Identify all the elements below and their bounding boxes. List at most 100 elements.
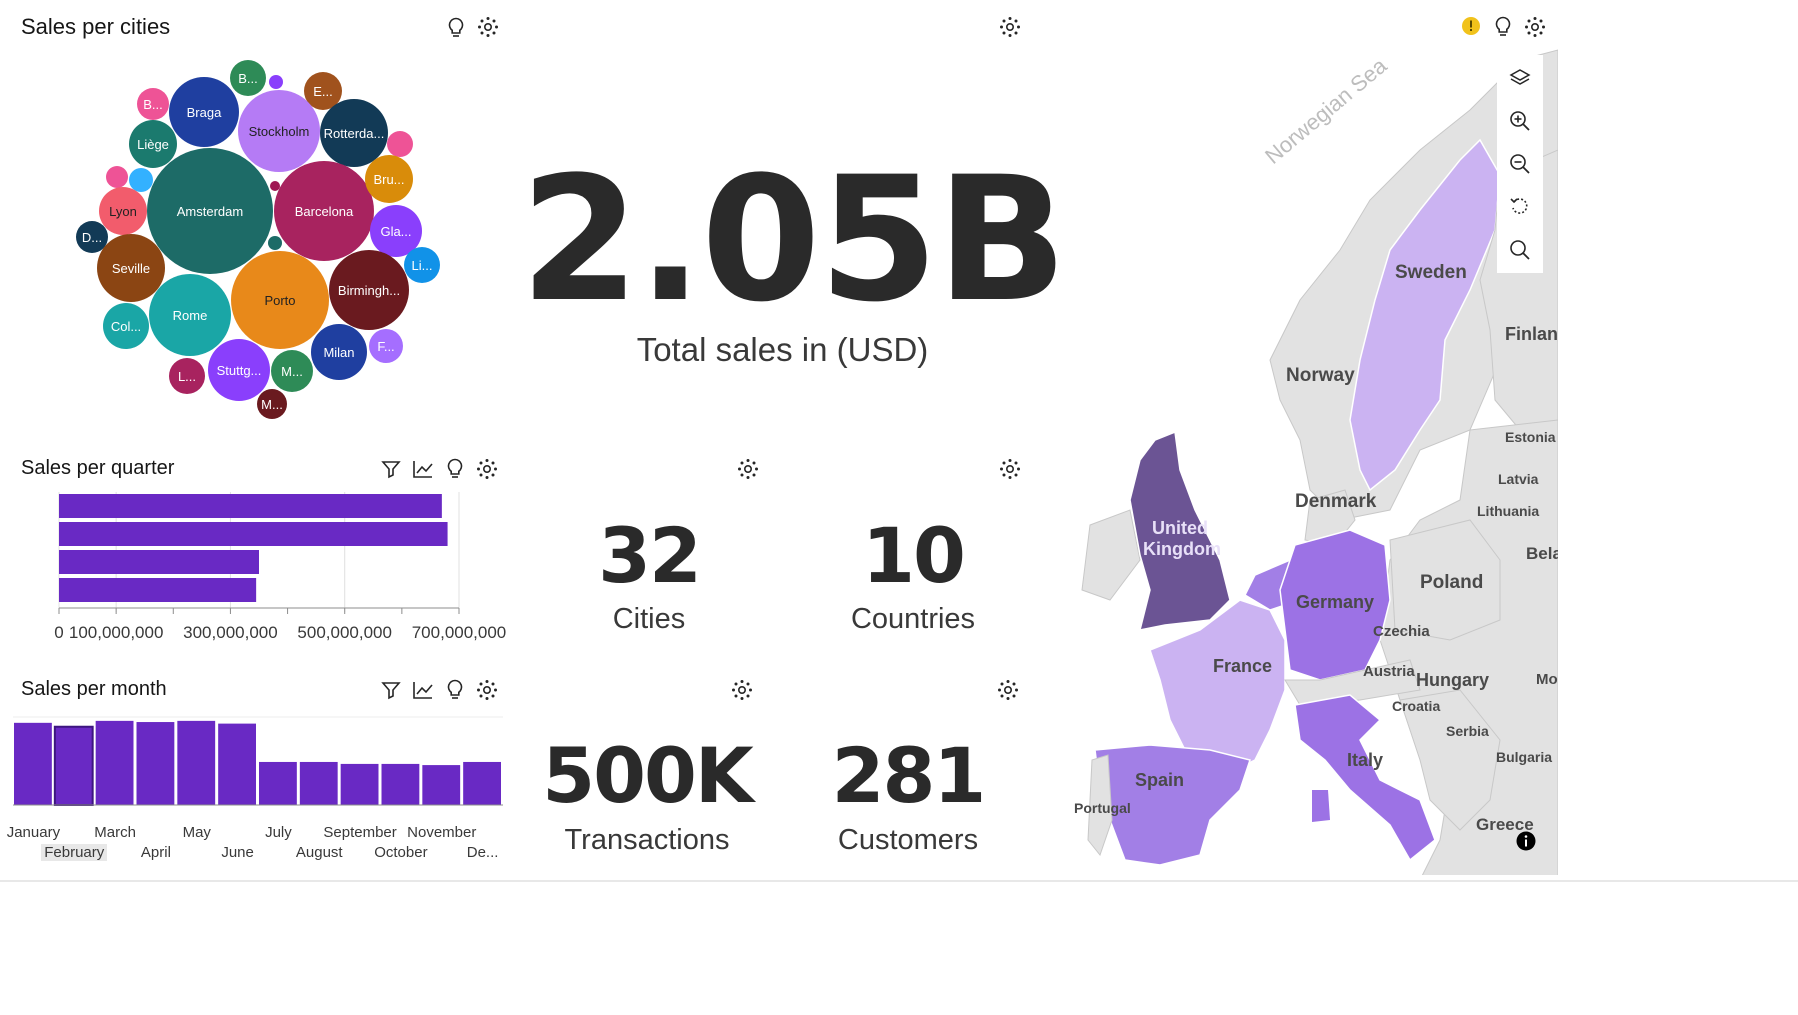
trend-icon[interactable] — [411, 457, 435, 481]
map-label: Hungary — [1416, 670, 1489, 690]
bubble[interactable] — [208, 339, 270, 401]
bubble[interactable] — [99, 187, 147, 235]
bubble[interactable] — [311, 324, 367, 380]
info-icon[interactable] — [1515, 830, 1537, 852]
map-label: Latvia — [1498, 471, 1539, 487]
bubble[interactable] — [103, 303, 149, 349]
bubble[interactable] — [369, 329, 403, 363]
bubble[interactable] — [370, 205, 422, 257]
island-sardinia — [1312, 790, 1330, 822]
search-icon[interactable] — [1497, 227, 1543, 273]
month-bar[interactable] — [53, 725, 94, 807]
bubble[interactable] — [329, 250, 409, 330]
bubble[interactable] — [76, 221, 108, 253]
bubble-chart[interactable]: B... B... Braga E... Liège Stockholm Rot… — [70, 55, 450, 425]
month-bar[interactable] — [463, 761, 501, 805]
zoom-in-icon[interactable] — [1497, 98, 1543, 144]
lightbulb-icon[interactable] — [443, 678, 467, 702]
month-bar[interactable] — [340, 763, 379, 805]
bubble-label: Porto — [264, 293, 295, 308]
country-italy[interactable] — [1294, 694, 1436, 862]
month-bar[interactable] — [422, 765, 461, 805]
bubble[interactable] — [257, 389, 287, 419]
bubble[interactable] — [404, 247, 440, 283]
bubble-label: Li... — [412, 258, 433, 273]
month-tick-label: January — [6, 824, 61, 841]
month-bar[interactable] — [381, 763, 420, 805]
customers-label: Customers — [837, 824, 979, 856]
country-poland[interactable] — [1389, 519, 1501, 641]
bubble[interactable] — [274, 161, 374, 261]
bubble[interactable] — [147, 148, 273, 274]
lightbulb-icon[interactable] — [443, 457, 467, 481]
month-bar[interactable] — [136, 722, 175, 805]
bubble[interactable] — [268, 236, 282, 250]
settings-icon[interactable] — [475, 457, 499, 481]
lightbulb-icon[interactable] — [444, 16, 468, 40]
settings-icon[interactable] — [998, 457, 1022, 481]
bubble[interactable] — [238, 90, 320, 172]
bubble[interactable] — [365, 155, 413, 203]
settings-icon[interactable] — [1523, 15, 1547, 39]
settings-icon[interactable] — [996, 678, 1020, 702]
map-label: Italy — [1347, 750, 1383, 770]
bubble[interactable] — [137, 88, 169, 120]
bubble[interactable] — [129, 168, 153, 192]
trend-icon[interactable] — [411, 678, 435, 702]
quarter-bar[interactable] — [59, 522, 448, 546]
sales-per-quarter-title: Sales per quarter — [21, 457, 175, 479]
country-united-kingdom[interactable] — [1129, 430, 1231, 631]
bubble[interactable] — [269, 75, 283, 89]
month-bar[interactable] — [259, 761, 297, 805]
filter-icon[interactable] — [379, 678, 403, 702]
bubble[interactable] — [270, 181, 280, 191]
sales-per-month-title: Sales per month — [21, 678, 167, 700]
bubble-label: Lyon — [109, 204, 137, 219]
bubble[interactable] — [271, 350, 313, 392]
country-france[interactable] — [1149, 599, 1286, 776]
bubble[interactable] — [304, 72, 342, 110]
month-bar[interactable] — [299, 761, 338, 805]
filter-icon[interactable] — [379, 457, 403, 481]
settings-icon[interactable] — [736, 457, 760, 481]
map-label: Serbia — [1446, 723, 1489, 739]
map-label: Estonia — [1505, 429, 1556, 445]
month-bar[interactable] — [218, 723, 256, 805]
settings-icon[interactable] — [998, 15, 1022, 39]
bubble[interactable] — [97, 234, 165, 302]
bubble[interactable] — [106, 166, 128, 188]
month-bar[interactable] — [95, 720, 134, 805]
month-tick-label: September — [323, 824, 397, 841]
map-label: Mo — [1536, 671, 1558, 688]
europe-map[interactable]: Norwegian Sea Sweden Finland Norway Esto… — [1063, 45, 1558, 875]
bubble[interactable] — [320, 99, 388, 167]
sales-per-cities-title: Sales per cities — [21, 14, 171, 39]
bubble-label: Stuttg... — [217, 363, 262, 378]
settings-icon[interactable] — [475, 678, 499, 702]
bubble[interactable] — [129, 120, 177, 168]
bubble[interactable] — [169, 358, 205, 394]
month-tick-label: De... — [466, 844, 499, 861]
quarter-bar[interactable] — [59, 494, 442, 518]
quarter-bar[interactable] — [59, 550, 259, 574]
month-bar[interactable] — [177, 720, 216, 805]
warning-icon[interactable] — [1460, 15, 1482, 37]
settings-icon[interactable] — [730, 678, 754, 702]
transactions-label: Transactions — [564, 824, 730, 856]
map-label: Kingdom — [1143, 539, 1221, 559]
quarter-bar[interactable] — [59, 578, 257, 602]
zoom-out-icon[interactable] — [1497, 141, 1543, 187]
bubble[interactable] — [231, 251, 329, 349]
month-bar[interactable] — [14, 722, 52, 805]
bubble[interactable] — [169, 77, 239, 147]
bubble[interactable] — [149, 274, 231, 356]
settings-icon[interactable] — [476, 15, 500, 39]
country-portugal[interactable] — [1087, 754, 1113, 857]
map-label: Poland — [1420, 572, 1483, 593]
reset-view-icon[interactable] — [1497, 184, 1543, 230]
bubble[interactable] — [230, 60, 266, 96]
map-label: United — [1152, 518, 1208, 538]
layers-icon[interactable] — [1497, 55, 1543, 101]
lightbulb-icon[interactable] — [1491, 15, 1515, 39]
bubble[interactable] — [387, 131, 413, 157]
